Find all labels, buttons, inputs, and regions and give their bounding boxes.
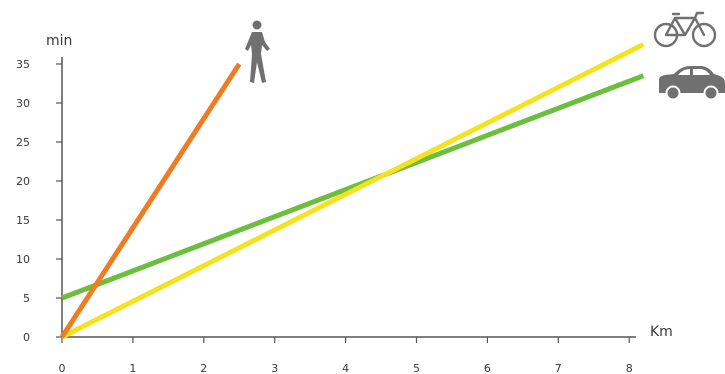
- axes: 0 1 2 3 4 5 6 7 8 0 5 10 15 20 25 30 35: [16, 57, 636, 374]
- y-tick-label: 30: [16, 97, 30, 110]
- walking-person-icon: [245, 20, 270, 83]
- x-axis-title: Km: [650, 324, 673, 340]
- x-tick-label: 3: [271, 362, 278, 374]
- series-line-bicycle: [60, 42, 645, 340]
- y-tick-label: 15: [16, 214, 30, 227]
- x-tick-label: 8: [626, 362, 633, 374]
- x-tick-label: 5: [413, 362, 420, 374]
- car-icon: [659, 66, 725, 101]
- x-tick-label: 0: [59, 362, 66, 374]
- series-line-walking-person: [59, 62, 242, 339]
- y-tick-label: 0: [23, 331, 30, 344]
- x-tick-label: 2: [200, 362, 207, 374]
- bicycle-icon: [653, 11, 717, 48]
- x-tick-label: 1: [129, 362, 136, 374]
- y-axis-title: min: [46, 33, 72, 49]
- icons: [245, 11, 725, 101]
- x-tick-label: 7: [555, 362, 562, 374]
- series-line-car: [61, 73, 645, 301]
- y-tick-label: 25: [16, 136, 30, 149]
- x-tick-label: 4: [342, 362, 349, 374]
- y-tick-label: 35: [16, 58, 30, 71]
- y-tick-label: 10: [16, 253, 30, 266]
- x-tick-label: 6: [484, 362, 491, 374]
- y-tick-label: 5: [23, 292, 30, 305]
- y-tick-label: 20: [16, 175, 30, 188]
- series-layer: [59, 42, 645, 340]
